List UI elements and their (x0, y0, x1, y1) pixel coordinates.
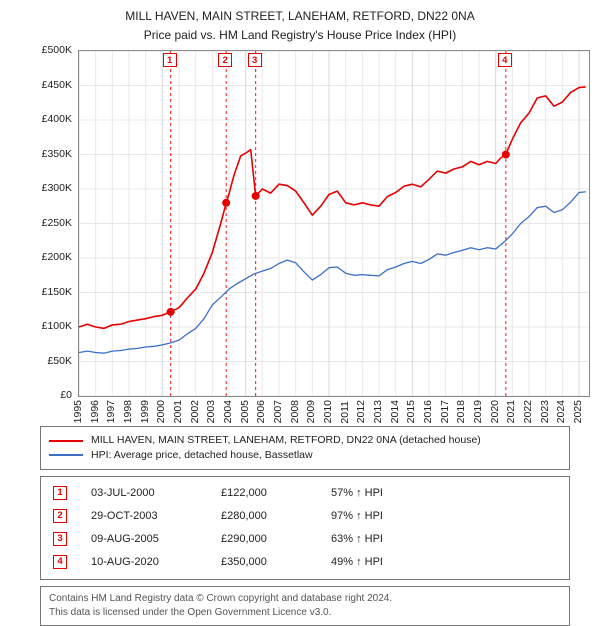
transaction-date: 29-OCT-2003 (91, 511, 221, 522)
transaction-price: £122,000 (221, 488, 331, 499)
transaction-date: 09-AUG-2005 (91, 534, 221, 545)
transaction-row: 2 29-OCT-2003£280,00097% ↑ HPI (49, 505, 561, 528)
x-tick-label: 2008 (289, 400, 300, 423)
plot-region (78, 50, 590, 397)
transaction-marker-4: 4 (53, 555, 67, 569)
chart-marker-2: 2 (218, 53, 232, 67)
x-tick-label: 2000 (156, 400, 167, 423)
x-tick-label: 2002 (189, 400, 200, 423)
transaction-row: 4 10-AUG-2020£350,00049% ↑ HPI (49, 551, 561, 574)
y-tick-label: £400K (28, 113, 72, 125)
x-tick-label: 2018 (456, 400, 467, 423)
transaction-row: 3 09-AUG-2005£290,00063% ↑ HPI (49, 528, 561, 551)
transaction-marker-3: 3 (53, 532, 67, 546)
y-tick-label: £300K (28, 182, 72, 194)
transaction-hpi: 57% ↑ HPI (331, 488, 461, 499)
transaction-price: £290,000 (221, 534, 331, 545)
y-tick-label: £200K (28, 251, 72, 263)
x-tick-label: 1997 (106, 400, 117, 423)
x-tick-label: 2007 (273, 400, 284, 423)
y-tick-label: £100K (28, 320, 72, 332)
transaction-date: 03-JUL-2000 (91, 488, 221, 499)
plot-svg (79, 51, 589, 396)
transaction-hpi: 97% ↑ HPI (331, 511, 461, 522)
y-tick-label: £350K (28, 148, 72, 160)
chart-container: { "title_line1": "MILL HAVEN, MAIN STREE… (0, 0, 600, 620)
legend-label-hpi: HPI: Average price, detached house, Bass… (91, 448, 313, 463)
y-tick-label: £500K (28, 44, 72, 56)
x-tick-label: 2024 (556, 400, 567, 423)
footer-line2: This data is licensed under the Open Gov… (49, 606, 561, 620)
chart-marker-3: 3 (248, 53, 262, 67)
x-tick-label: 2016 (423, 400, 434, 423)
x-tick-label: 2003 (206, 400, 217, 423)
x-tick-label: 2004 (223, 400, 234, 423)
transaction-marker-1: 1 (53, 486, 67, 500)
x-tick-label: 2001 (173, 400, 184, 423)
x-tick-label: 2012 (356, 400, 367, 423)
x-tick-label: 1996 (89, 400, 100, 423)
y-tick-label: £150K (28, 286, 72, 298)
x-tick-label: 2006 (256, 400, 267, 423)
legend-label-property: MILL HAVEN, MAIN STREET, LANEHAM, RETFOR… (91, 433, 481, 448)
transactions-table: 1 03-JUL-2000£122,00057% ↑ HPI 2 29-OCT-200… (40, 476, 570, 580)
transaction-marker-2: 2 (53, 509, 67, 523)
y-tick-label: £50K (28, 355, 72, 367)
y-tick-label: £0 (28, 389, 72, 401)
chart-title-line1: MILL HAVEN, MAIN STREET, LANEHAM, RETFOR… (10, 8, 590, 24)
legend-item-property: MILL HAVEN, MAIN STREET, LANEHAM, RETFOR… (49, 433, 561, 448)
legend-swatch-hpi (49, 454, 83, 456)
legend-item-hpi: HPI: Average price, detached house, Bass… (49, 448, 561, 463)
transaction-price: £280,000 (221, 511, 331, 522)
x-tick-label: 2014 (389, 400, 400, 423)
x-tick-label: 2023 (539, 400, 550, 423)
x-tick-label: 1999 (139, 400, 150, 423)
transaction-hpi: 49% ↑ HPI (331, 557, 461, 568)
x-tick-label: 2017 (439, 400, 450, 423)
transaction-price: £350,000 (221, 557, 331, 568)
x-tick-label: 2010 (323, 400, 334, 423)
chart-marker-1: 1 (163, 53, 177, 67)
y-tick-label: £250K (28, 217, 72, 229)
x-tick-label: 2015 (406, 400, 417, 423)
footer-line1: Contains HM Land Registry data © Crown c… (49, 592, 561, 606)
x-tick-label: 2013 (373, 400, 384, 423)
x-tick-label: 1998 (123, 400, 134, 423)
transaction-hpi: 63% ↑ HPI (331, 534, 461, 545)
legend-swatch-property (49, 440, 83, 442)
transaction-row: 1 03-JUL-2000£122,00057% ↑ HPI (49, 482, 561, 505)
legend: MILL HAVEN, MAIN STREET, LANEHAM, RETFOR… (40, 426, 570, 469)
x-tick-label: 2019 (473, 400, 484, 423)
chart-area: £0 £50K £100K £150K £200K £250K £300K £350K £400… (28, 50, 588, 420)
x-tick-label: 2025 (573, 400, 584, 423)
x-tick-label: 2009 (306, 400, 317, 423)
x-tick-label: 2020 (489, 400, 500, 423)
x-tick-label: 1995 (73, 400, 84, 423)
transaction-date: 10-AUG-2020 (91, 557, 221, 568)
chart-title-line2: Price paid vs. HM Land Registry's House … (10, 28, 590, 42)
x-tick-label: 2021 (506, 400, 517, 423)
y-tick-label: £450K (28, 79, 72, 91)
chart-marker-4: 4 (498, 53, 512, 67)
x-tick-label: 2005 (239, 400, 250, 423)
x-tick-label: 2011 (339, 401, 350, 424)
x-tick-label: 2022 (523, 400, 534, 423)
